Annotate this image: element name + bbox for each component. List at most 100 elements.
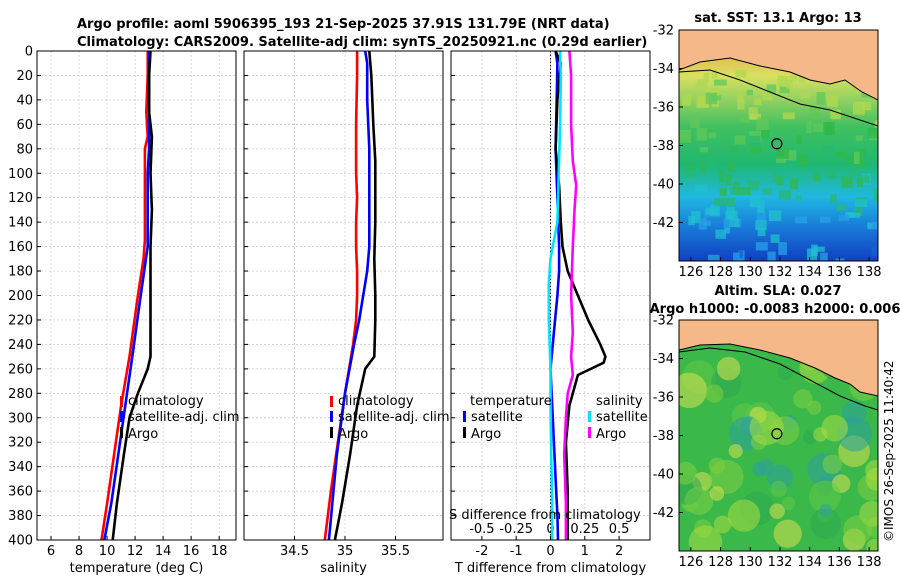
sla-blob (769, 503, 785, 519)
sst-cell (703, 220, 712, 226)
temperature-legend: climatology satellite-adj. clim Argo (120, 394, 240, 442)
x-tick-label: 12 (127, 544, 144, 559)
sst-cell (728, 146, 737, 152)
legend-swatch-satellite (330, 411, 333, 422)
sst-cell (873, 188, 878, 201)
map-y-tick-label: -34 (653, 62, 674, 77)
series-line-argo (333, 51, 377, 540)
sst-cell (698, 218, 707, 230)
x2-tick-label: 0.25 (570, 522, 599, 537)
sst-cell (849, 165, 858, 176)
sst-cell (695, 82, 703, 89)
x-tick-label: -1 (510, 544, 523, 559)
y-tick-label: 240 (8, 338, 33, 353)
sst-cell (757, 200, 765, 213)
sst-cell (784, 150, 797, 161)
map-x-tick-label: 128 (708, 265, 733, 280)
map-y-tick-label: -34 (653, 352, 674, 367)
sst-cell (736, 187, 746, 195)
map-x-tick-label: 136 (827, 265, 852, 280)
x2-tick-label: 0.5 (609, 522, 630, 537)
legend-swatch-climatology (120, 396, 123, 407)
sst-cell (749, 135, 761, 146)
sst-cell (697, 95, 709, 108)
legend-swatch-t-satellite (463, 411, 466, 422)
sst-cell (855, 148, 866, 161)
coastline-land (679, 320, 878, 397)
map-y-tick-label: -36 (653, 391, 674, 406)
sst-cell (723, 218, 731, 230)
sst-cell (756, 212, 766, 222)
sst-cell (747, 180, 760, 190)
sst-cell (711, 70, 718, 79)
legend-label-s-satellite: satellite (596, 410, 648, 425)
sst-cell (681, 94, 691, 106)
sla-map-title-line2: Argo h1000: -0.0083 h2000: 0.006 (650, 302, 900, 317)
sst-cell (867, 127, 878, 139)
legend-label-satellite: satellite-adj. clim (338, 410, 450, 425)
map-y-tick-label: -32 (653, 314, 674, 329)
y-tick-label: 60 (16, 118, 33, 133)
y-tick-label: 260 (8, 362, 33, 377)
sst-cell (845, 211, 855, 218)
sst-cell (835, 151, 847, 158)
map-y-tick-label: -40 (653, 178, 674, 193)
sst-cell (823, 121, 833, 135)
series-line-argo (111, 51, 154, 540)
sst-cell (812, 123, 826, 132)
sla-blob (793, 389, 813, 409)
sst-cell (789, 177, 798, 190)
legend-title-temperature: temperature (470, 394, 552, 409)
sst-cell (733, 252, 740, 261)
sst-cell (679, 129, 691, 143)
sst-cell (711, 88, 719, 98)
sst-cell (854, 159, 865, 168)
sla-blob (688, 525, 723, 551)
sst-cell (809, 106, 821, 119)
sla-blob (709, 459, 744, 494)
sla-blob (810, 508, 841, 539)
sst-cell (795, 195, 802, 201)
sst-cell (730, 187, 736, 195)
sst-cell (855, 135, 863, 141)
legend-label-t-satellite: satellite (471, 410, 523, 425)
sla-blob (679, 372, 708, 409)
x-tick-label: 35.5 (381, 544, 410, 559)
sla-blob (716, 356, 741, 381)
sst-cell (876, 156, 878, 166)
y-tick-label: 280 (8, 387, 33, 402)
legend-label-argo: Argo (338, 427, 368, 442)
sst-cell (775, 157, 786, 163)
sst-cell (713, 198, 726, 206)
sst-cell (862, 155, 872, 162)
sla-blob (749, 410, 784, 446)
x-axis-label: T difference from climatology (454, 561, 647, 576)
sla-blob (819, 504, 833, 517)
x-tick-label: 16 (183, 544, 200, 559)
sst-cell (820, 252, 828, 261)
map-x-tick-label: 130 (738, 555, 763, 570)
sst-cell (696, 127, 707, 141)
sst-cell (867, 222, 873, 230)
legend-swatch-s-argo (588, 427, 591, 438)
sst-cell (708, 132, 716, 139)
x-tick-label: 6 (47, 544, 55, 559)
sst-cell (718, 170, 724, 183)
map-x-tick-label: 134 (797, 265, 822, 280)
sst-cell (740, 116, 751, 123)
y-tick-label: 340 (8, 460, 33, 475)
sla-blob (821, 414, 848, 442)
sst-cell (694, 184, 708, 193)
sst-cell (734, 135, 746, 145)
sst-cell (871, 221, 878, 230)
y-tick-label: 160 (8, 240, 33, 255)
sst-map-title: sat. SST: 13.1 Argo: 13 (694, 11, 861, 26)
sla-blob (843, 515, 873, 545)
x-tick-label: 34.5 (280, 544, 309, 559)
sla-blob (773, 519, 802, 548)
sst-cell (772, 171, 779, 183)
sst-cell (813, 246, 825, 252)
sst-cell (749, 195, 761, 208)
legend-label-satellite: satellite-adj. clim (128, 410, 240, 425)
